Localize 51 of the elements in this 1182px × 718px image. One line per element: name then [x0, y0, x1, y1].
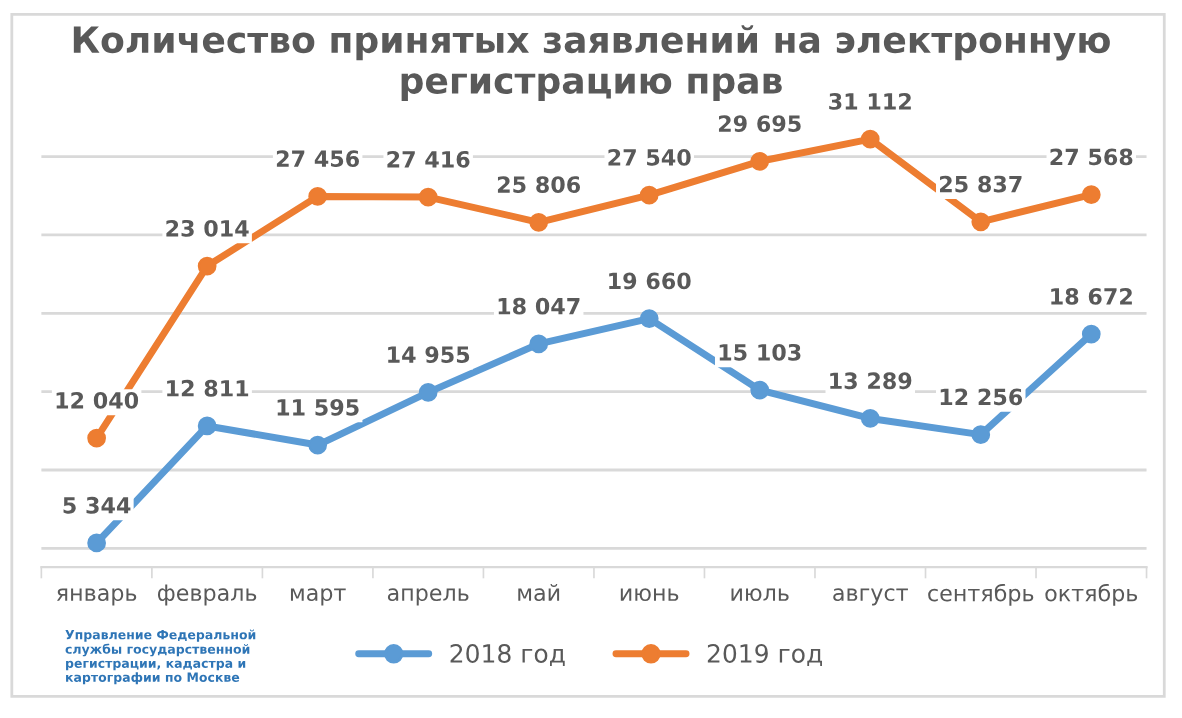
- point: [639, 309, 659, 328]
- data-label: 27 540: [608, 148, 691, 166]
- data-label: 12 040: [56, 391, 139, 409]
- data-label: 23 014: [166, 219, 249, 237]
- point: [308, 435, 328, 455]
- data-label: 18 047: [498, 297, 580, 315]
- data-label: 27 416: [387, 150, 470, 168]
- x-tick-label: июль: [731, 588, 789, 602]
- data-label: 11 595: [277, 398, 359, 416]
- point: [197, 416, 217, 436]
- data-label: 15 103: [719, 343, 801, 361]
- point: [87, 533, 106, 553]
- x-tick-label: февраль: [157, 584, 257, 606]
- point: [639, 185, 659, 205]
- point: [418, 187, 438, 207]
- point: [529, 212, 549, 232]
- point: [750, 151, 770, 171]
- data-label: 27 456: [276, 150, 359, 168]
- data-label: 12 811: [167, 379, 249, 397]
- data-label: 27 568: [1050, 148, 1133, 166]
- data-label: 14 955: [388, 346, 470, 364]
- x-tick-label: март: [290, 588, 346, 606]
- point: [971, 425, 991, 445]
- point: [529, 334, 549, 354]
- x-tick-label: сентябрь: [928, 583, 1034, 606]
- legend-label: 2018 год: [450, 644, 565, 667]
- x-tick-label: май: [518, 583, 560, 602]
- point: [750, 380, 770, 400]
- x-tick-label: август: [833, 588, 908, 606]
- data-label: 12 256: [940, 388, 1023, 406]
- x-tick-label: апрель: [387, 588, 469, 606]
- point: [860, 129, 880, 149]
- point: [1081, 324, 1101, 344]
- data-label: 25 837: [940, 175, 1022, 193]
- x-tick-label: октябрь: [1045, 583, 1138, 606]
- point: [1081, 185, 1101, 205]
- x-tick-label: июнь: [620, 588, 679, 602]
- data-label: 5 344: [63, 496, 131, 514]
- point: [860, 409, 880, 428]
- data-label: 29 695: [718, 115, 801, 133]
- data-label: 19 660: [609, 272, 691, 290]
- point: [308, 187, 328, 206]
- point: [971, 212, 991, 232]
- data-label: 18 672: [1051, 287, 1132, 305]
- point: [197, 256, 217, 276]
- data-label: 13 289: [830, 372, 912, 390]
- data-label: 25 806: [497, 176, 581, 193]
- legend-label: 2019 год: [707, 644, 822, 667]
- point: [418, 382, 438, 402]
- point: [87, 428, 106, 448]
- x-tick-label: январь: [56, 588, 137, 606]
